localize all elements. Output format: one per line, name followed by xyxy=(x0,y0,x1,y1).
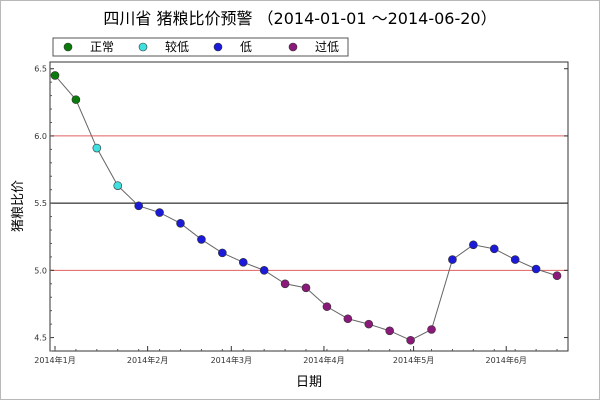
y-axis: 4.5 5.0 5.5 6.0 6.5 xyxy=(34,65,568,352)
legend-label-too_low: 过低 xyxy=(315,40,339,54)
data-point-too_low xyxy=(406,335,415,345)
data-point-relatively_low xyxy=(113,181,123,190)
data-point-too_low xyxy=(280,279,290,289)
legend-marker-normal xyxy=(63,42,73,52)
x-tick-label: 2014年4月 xyxy=(303,355,344,365)
data-point-low xyxy=(448,255,457,264)
data-point-too_low xyxy=(322,302,332,311)
legend-label-relatively_low: 较低 xyxy=(165,39,189,54)
data-point-low xyxy=(134,201,143,211)
data-point-low xyxy=(155,208,164,217)
plot-area xyxy=(49,61,569,352)
y-tick-label: 6.0 xyxy=(34,132,47,141)
data-point-relatively_low xyxy=(92,143,102,153)
y-tick-label: 5.0 xyxy=(34,266,47,275)
data-point-too_low xyxy=(427,325,436,334)
x-tick-label: 2014年1月 xyxy=(34,355,75,365)
legend-label-low: 低 xyxy=(240,40,252,54)
x-tick-label: 2014年3月 xyxy=(211,355,252,365)
legend-box xyxy=(52,37,349,57)
data-point-too_low xyxy=(552,271,562,281)
legend-marker-too_low xyxy=(288,42,298,52)
data-point-too_low xyxy=(301,283,311,293)
x-tick-label: 2014年5月 xyxy=(393,355,434,365)
data-point-low xyxy=(531,264,541,274)
y-axis-title: 猪粮比价 xyxy=(11,180,26,232)
data-point-too_low xyxy=(343,314,353,324)
data-point-low xyxy=(259,266,269,275)
data-point-normal xyxy=(71,95,81,104)
legend-label-normal: 正常 xyxy=(90,40,114,54)
chart-legend: 正常 较低 低 过低 xyxy=(52,37,349,57)
y-tick-label: 5.5 xyxy=(34,199,47,208)
chart-title: 四川省 猪粮比价预警 （2014-01-01 ～2014-06-20） xyxy=(103,9,496,28)
data-point-low xyxy=(218,248,227,258)
legend-marker-relatively_low xyxy=(138,42,148,52)
data-point-too_low xyxy=(385,326,394,336)
x-axis: 2014年1月 2014年2月 2014年3月 2014年4月 2014年5月 2014年… xyxy=(34,346,558,365)
data-point-low xyxy=(489,244,499,254)
data-series xyxy=(50,71,562,345)
data-point-low xyxy=(510,255,520,264)
data-point-low xyxy=(176,219,185,228)
data-point-normal xyxy=(50,71,60,80)
legend-marker-low xyxy=(213,42,223,52)
data-point-too_low xyxy=(364,319,374,329)
y-tick-label: 4.5 xyxy=(34,334,47,343)
data-point-low xyxy=(197,235,206,244)
x-tick-label: 2014年6月 xyxy=(485,355,526,365)
data-point-low xyxy=(238,257,248,267)
x-tick-label: 2014年2月 xyxy=(127,355,168,365)
x-axis-title: 日期 xyxy=(296,375,322,390)
data-point-low xyxy=(469,240,478,250)
y-tick-label: 6.5 xyxy=(34,65,47,74)
